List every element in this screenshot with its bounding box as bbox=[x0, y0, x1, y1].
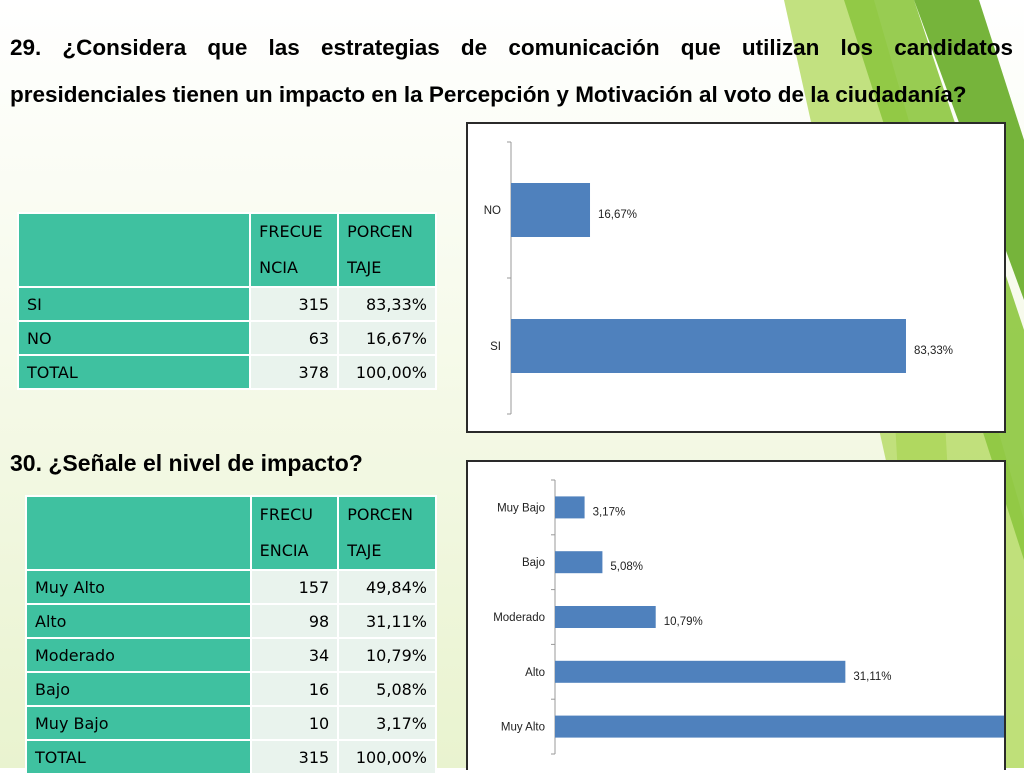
row-percentage: 100,00% bbox=[337, 739, 437, 775]
row-percentage: 5,08% bbox=[337, 671, 437, 707]
category-label: SI bbox=[490, 341, 501, 353]
category-label: Muy Bajo bbox=[497, 502, 545, 514]
bar-muy-bajo bbox=[555, 496, 585, 519]
row-percentage: 10,79% bbox=[337, 637, 437, 673]
table-row: NO 63 16,67% bbox=[16, 320, 437, 356]
header-porcentaje: PORCEN TAJE bbox=[337, 495, 437, 571]
data-label: 83,33% bbox=[914, 345, 953, 357]
data-label: 5,08% bbox=[610, 561, 643, 573]
bar-moderado bbox=[555, 606, 656, 628]
category-label: Moderado bbox=[493, 612, 545, 624]
bar-bajo bbox=[555, 551, 603, 574]
q30-bar-chart: Muy Bajo 3,17% Bajo 5,08% Moderado 10,79% Alto… bbox=[466, 460, 1006, 770]
header-porcentaje: PORCEN TAJE bbox=[337, 212, 437, 288]
q29-frequency-table: FRECUE NCIA PORCEN TAJE SI 315 83,33% NO… bbox=[16, 212, 437, 390]
table-row: SI 315 83,33% bbox=[16, 286, 437, 322]
table-header-row: FRECU ENCIA PORCEN TAJE bbox=[25, 495, 437, 571]
row-frequency: 378 bbox=[249, 354, 340, 390]
bar-alto bbox=[555, 660, 846, 683]
row-percentage: 16,67% bbox=[337, 320, 437, 356]
row-label: NO bbox=[16, 320, 252, 356]
header-frecuencia: FRECU ENCIA bbox=[249, 495, 340, 571]
row-label: Moderado bbox=[25, 637, 252, 673]
table-row: TOTAL 378 100,00% bbox=[16, 354, 437, 390]
row-label: TOTAL bbox=[25, 739, 252, 775]
header-frecuencia: FRECUE NCIA bbox=[249, 212, 340, 288]
bar-no bbox=[511, 183, 591, 237]
row-label: Bajo bbox=[25, 671, 252, 707]
table-row: Moderado 34 10,79% bbox=[25, 637, 437, 673]
row-frequency: 63 bbox=[249, 320, 340, 356]
data-label: 10,79% bbox=[664, 616, 703, 628]
question-29-title: 29. ¿Considera que las estrategias de co… bbox=[10, 35, 1013, 107]
row-frequency: 315 bbox=[249, 286, 340, 322]
row-percentage: 49,84% bbox=[337, 569, 437, 605]
row-percentage: 83,33% bbox=[337, 286, 437, 322]
bar-muy-alto bbox=[555, 715, 1004, 738]
q30-chart-svg: Muy Bajo 3,17% Bajo 5,08% Moderado 10,79% Alto… bbox=[493, 479, 1004, 755]
table-header-blank-cell bbox=[25, 495, 252, 571]
data-label: 31,11% bbox=[853, 671, 891, 683]
table-row: TOTAL 315 100,00% bbox=[25, 739, 437, 775]
q30-frequency-table: FRECU ENCIA PORCEN TAJE Muy Alto 157 49,… bbox=[25, 495, 437, 775]
category-label: Bajo bbox=[522, 557, 545, 569]
row-label: Alto bbox=[25, 603, 252, 639]
table-header-row: FRECUE NCIA PORCEN TAJE bbox=[16, 212, 437, 288]
question-30-title: 30. ¿Señale el nivel de impacto? bbox=[10, 450, 363, 476]
table-header-blank-cell bbox=[16, 212, 252, 288]
row-label: TOTAL bbox=[16, 354, 252, 390]
row-label: SI bbox=[16, 286, 252, 322]
row-percentage: 100,00% bbox=[337, 354, 437, 390]
data-label: 3,17% bbox=[593, 506, 626, 518]
row-percentage: 31,11% bbox=[337, 603, 437, 639]
row-label: Muy Bajo bbox=[25, 705, 252, 741]
table-row: Muy Bajo 10 3,17% bbox=[25, 705, 437, 741]
table-row: Muy Alto 157 49,84% bbox=[25, 569, 437, 605]
row-percentage: 3,17% bbox=[337, 705, 437, 741]
q29-bar-chart: NO 16,67% SI 83,33% bbox=[466, 122, 1006, 433]
row-label: Muy Alto bbox=[25, 569, 252, 605]
table-row: Alto 98 31,11% bbox=[25, 603, 437, 639]
row-frequency: 34 bbox=[249, 637, 340, 673]
category-label: NO bbox=[484, 205, 501, 217]
table-row: Bajo 16 5,08% bbox=[25, 671, 437, 707]
category-label: Muy Alto bbox=[501, 722, 545, 734]
q29-chart-svg: NO 16,67% SI 83,33% bbox=[484, 141, 953, 415]
bar-si bbox=[511, 319, 906, 373]
row-frequency: 10 bbox=[249, 705, 340, 741]
category-label: Alto bbox=[525, 667, 545, 679]
row-frequency: 98 bbox=[249, 603, 340, 639]
row-frequency: 16 bbox=[249, 671, 340, 707]
row-frequency: 157 bbox=[249, 569, 340, 605]
row-frequency: 315 bbox=[249, 739, 340, 775]
data-label: 16,67% bbox=[598, 209, 637, 221]
